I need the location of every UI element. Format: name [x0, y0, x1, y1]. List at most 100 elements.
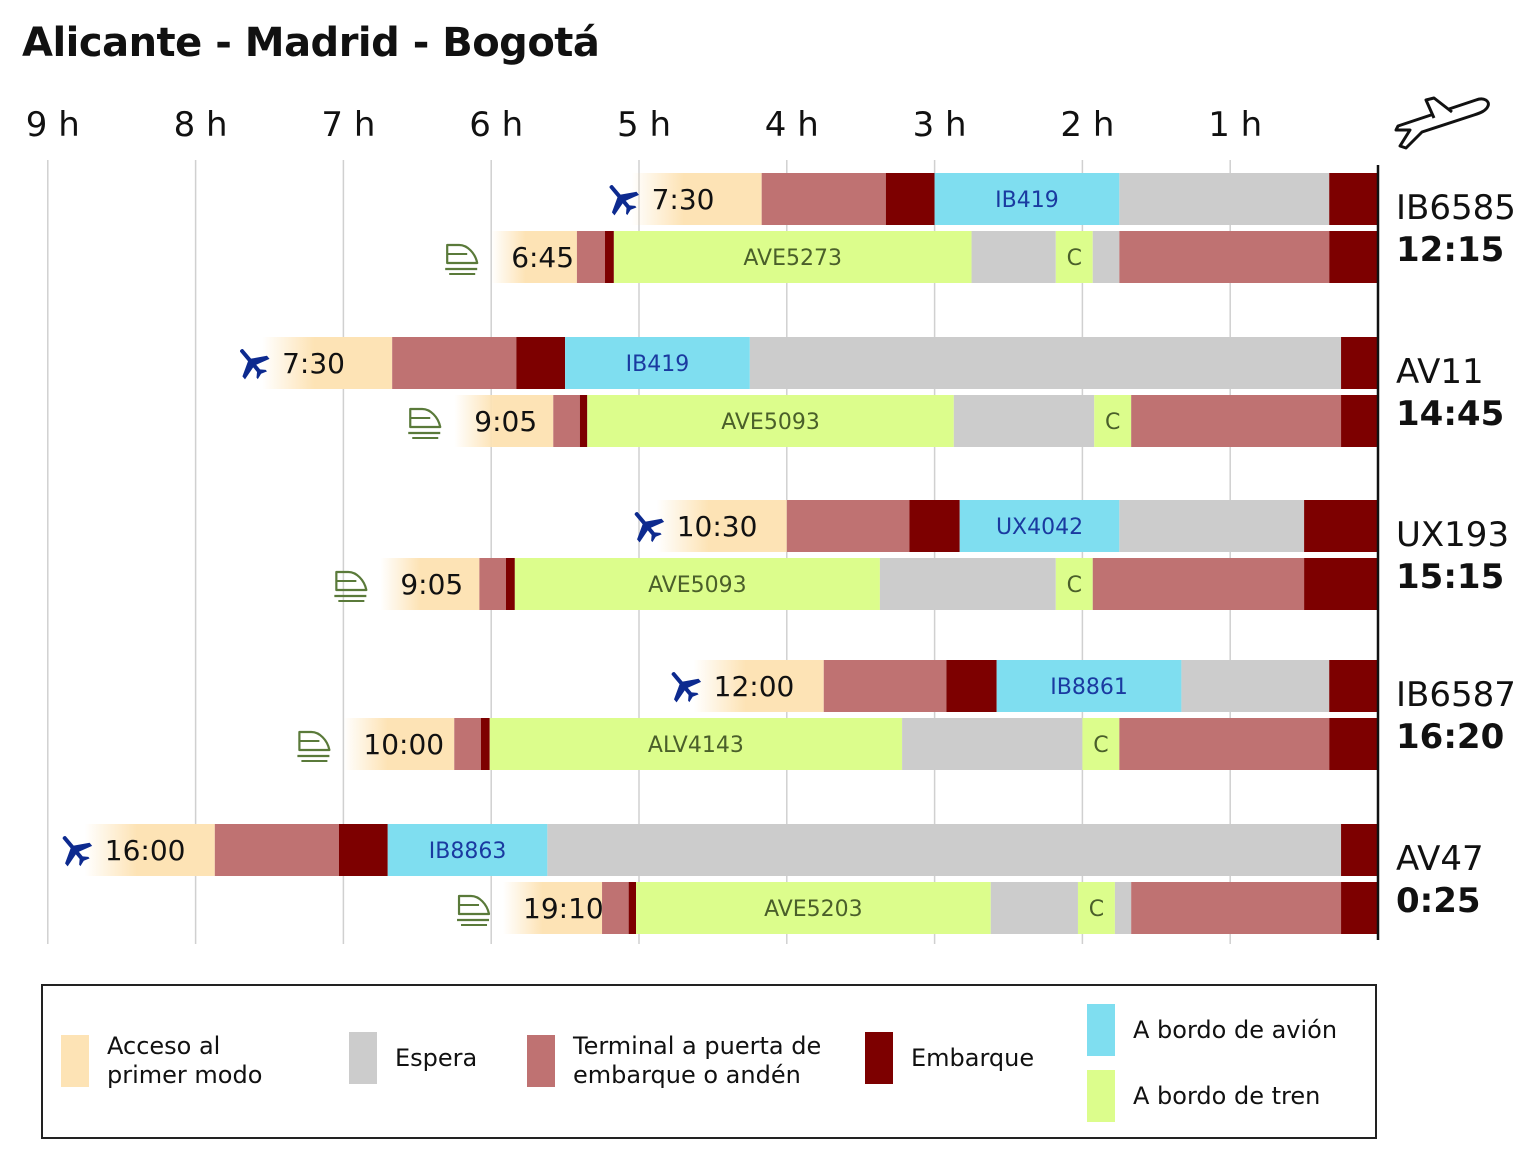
segment-wait	[547, 824, 1342, 876]
segment-terminal	[1119, 231, 1330, 283]
first-mode-time: 9:05	[474, 405, 537, 438]
legend-label-boarding: Embarque	[911, 1043, 1035, 1072]
legend-swatch-wait	[349, 1032, 377, 1084]
segment-label: IB8861	[1050, 675, 1128, 700]
flight-code: AV11	[1396, 352, 1484, 392]
train-icon	[334, 570, 368, 602]
segment-boarding	[1329, 173, 1378, 225]
plane-row: UX4042 10:30	[634, 500, 1378, 552]
segment-plane	[996, 660, 1182, 712]
segment-train	[514, 558, 880, 610]
segment-boarding	[1329, 231, 1378, 283]
segment-label: AVE5273	[743, 246, 842, 271]
legend-item-boarding: Embarque	[865, 1032, 1034, 1084]
segment-boarding	[1341, 824, 1378, 876]
segment-boarding	[946, 660, 997, 712]
segment-boarding	[1341, 395, 1378, 447]
train-row: ALV4143 C 10:00	[297, 718, 1378, 770]
x-tick-1h: 1 h	[1208, 105, 1262, 145]
segment-boarding	[1304, 500, 1378, 552]
airplane-icon	[671, 671, 702, 703]
segment-wait	[971, 231, 1056, 283]
flight-departure-time: 16:20	[1396, 717, 1504, 757]
segment-access	[491, 231, 577, 283]
segment-train	[1082, 718, 1120, 770]
segment-label: C	[1093, 733, 1108, 758]
segment-terminal	[214, 824, 339, 876]
first-mode-time: 6:45	[511, 241, 574, 274]
segment-access	[503, 882, 603, 934]
segment-label: C	[1105, 410, 1120, 435]
segment-train	[613, 231, 972, 283]
x-tick-9h: 9 h	[26, 105, 80, 145]
airplane-icon	[62, 835, 93, 867]
segment-access	[693, 660, 824, 712]
segment-boarding	[505, 558, 515, 610]
segment-label: IB419	[995, 188, 1059, 213]
airplane-departure-icon	[1394, 96, 1490, 150]
segment-access	[343, 718, 455, 770]
airplane-icon	[634, 511, 665, 543]
group-AV47: IB8863 16:00 AVE5203 C 19:10	[62, 824, 1378, 934]
train-icon	[408, 407, 442, 439]
segment-plane	[934, 173, 1120, 225]
segment-label: AVE5093	[648, 573, 747, 598]
train-row: AVE5093 C 9:05	[334, 558, 1378, 610]
x-tick-2h: 2 h	[1060, 105, 1114, 145]
chart-area: 9 h 8 h 7 h 6 h 5 h 4 h 3 h 2 h 1 h IB419 7:30 AVE…	[26, 96, 1516, 944]
train-row: AVE5093 C 9:05	[408, 395, 1378, 447]
segment-label: C	[1067, 573, 1082, 598]
segment-wait	[902, 718, 1083, 770]
segment-wait	[1119, 173, 1330, 225]
flight-departure-time: 12:15	[1396, 230, 1504, 270]
segment-boarding	[628, 882, 637, 934]
legend-label-terminal: Terminal a puerta de embarque o andén	[573, 1032, 822, 1089]
first-mode-time: 19:10	[523, 892, 604, 925]
legend-swatch-terminal	[527, 1035, 555, 1087]
segment-train	[1055, 231, 1093, 283]
segment-train	[1094, 395, 1132, 447]
segment-terminal	[454, 718, 481, 770]
group-IB6587: IB8861 12:00 ALV4143 C 10:00	[297, 660, 1378, 770]
segment-terminal	[479, 558, 506, 610]
legend-swatch-train	[1087, 1070, 1115, 1122]
segment-label: AVE5203	[764, 897, 863, 922]
train-icon	[445, 243, 479, 275]
segment-plane	[565, 337, 750, 389]
first-mode-time: 9:05	[400, 568, 463, 601]
first-mode-time: 16:00	[105, 834, 186, 867]
segment-wait	[1119, 500, 1305, 552]
segment-label: IB419	[626, 352, 690, 377]
segment-terminal	[576, 231, 606, 283]
group-UX193: UX4042 10:30 AVE5093 C 9:05	[334, 500, 1378, 610]
flight-departure-time: 14:45	[1396, 394, 1504, 434]
x-axis-ticks: 9 h 8 h 7 h 6 h 5 h 4 h 3 h 2 h 1 h	[26, 105, 1262, 145]
chart-title: Alicante - Madrid - Bogotá	[22, 20, 600, 66]
legend-swatch-boarding	[865, 1032, 893, 1084]
first-mode-time: 7:30	[282, 347, 345, 380]
segment-label: C	[1067, 246, 1082, 271]
train-icon	[297, 730, 331, 762]
x-tick-6h: 6 h	[469, 105, 523, 145]
flight-code: UX193	[1396, 515, 1509, 555]
airplane-icon	[240, 348, 270, 380]
plane-row: IB8861 12:00	[671, 660, 1378, 712]
group-AV11: IB419 7:30 AVE5093 C 9:05	[240, 337, 1378, 447]
legend-swatch-plane	[1087, 1004, 1115, 1056]
legend-label-access: Acceso al primer modo	[107, 1032, 263, 1089]
segment-train	[587, 395, 954, 447]
segment-terminal	[786, 500, 910, 552]
segment-boarding	[885, 173, 935, 225]
segment-boarding	[1341, 337, 1378, 389]
flight-code: AV47	[1396, 839, 1484, 879]
segment-boarding	[1329, 660, 1378, 712]
segment-wait	[953, 395, 1095, 447]
segment-wait	[1092, 231, 1120, 283]
first-mode-time: 10:00	[363, 728, 444, 761]
legend-item-access: Acceso al primer modo	[61, 1032, 262, 1090]
segment-boarding	[909, 500, 960, 552]
legend-item-terminal: Terminal a puerta de embarque o andén	[527, 1032, 821, 1090]
segment-access	[656, 500, 787, 552]
segment-boarding	[338, 824, 388, 876]
